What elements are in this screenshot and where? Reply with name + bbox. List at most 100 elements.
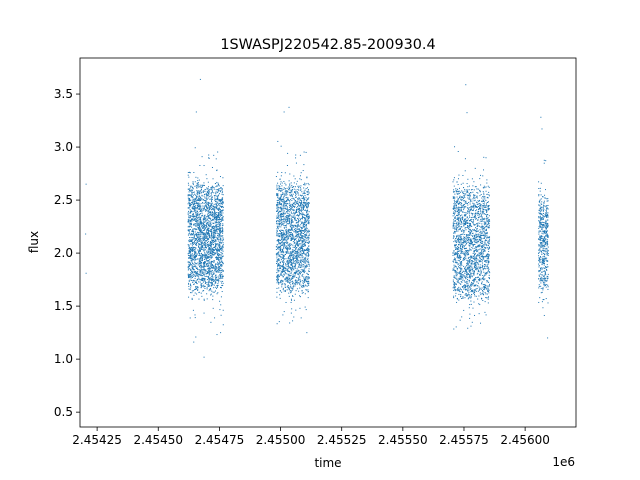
data-point — [217, 243, 219, 245]
data-point — [483, 230, 485, 232]
data-point — [481, 216, 483, 218]
data-point — [213, 192, 215, 194]
data-point — [292, 213, 294, 215]
data-point — [280, 188, 282, 190]
data-point — [202, 201, 204, 203]
data-point — [195, 220, 197, 222]
data-point — [221, 219, 223, 221]
data-point — [188, 263, 190, 265]
data-point — [201, 186, 203, 188]
data-point — [221, 273, 223, 275]
data-point — [222, 185, 224, 187]
data-point — [302, 214, 304, 216]
data-point — [209, 272, 211, 274]
data-point — [289, 189, 291, 191]
data-point — [214, 210, 216, 212]
data-point — [300, 264, 302, 266]
data-point — [301, 227, 303, 229]
data-point — [197, 273, 199, 275]
data-point — [280, 248, 281, 250]
data-point — [206, 178, 208, 180]
data-point — [298, 270, 300, 272]
data-point — [215, 277, 217, 279]
data-point — [215, 222, 217, 224]
data-point — [299, 266, 301, 268]
data-point — [478, 212, 480, 214]
data-point — [219, 213, 221, 215]
data-point — [307, 283, 309, 285]
data-point — [207, 210, 209, 212]
data-point — [212, 234, 214, 236]
data-point — [291, 238, 293, 240]
data-point — [283, 236, 285, 238]
data-point — [291, 227, 293, 229]
data-point — [293, 175, 295, 177]
data-point — [289, 183, 291, 185]
data-point — [217, 254, 219, 256]
data-point — [288, 191, 290, 193]
data-point — [289, 225, 291, 227]
data-point — [219, 230, 221, 232]
data-point — [288, 231, 290, 233]
data-point — [300, 202, 302, 204]
data-point — [197, 236, 199, 238]
data-point — [289, 233, 291, 235]
data-point — [207, 210, 209, 212]
data-point — [471, 242, 473, 244]
data-point — [281, 223, 283, 225]
data-point — [296, 214, 298, 216]
data-point — [475, 264, 477, 266]
data-point — [486, 293, 488, 295]
data-point — [465, 281, 467, 283]
data-point — [279, 243, 281, 245]
data-point — [301, 241, 303, 243]
data-point — [467, 191, 469, 193]
data-point — [280, 229, 282, 231]
data-point — [217, 226, 219, 228]
data-point — [292, 237, 294, 239]
data-point — [188, 285, 190, 287]
data-point — [457, 259, 459, 261]
data-point — [276, 282, 278, 284]
data-point — [276, 260, 278, 262]
data-point — [298, 248, 300, 250]
data-point — [195, 257, 197, 259]
data-point — [299, 178, 301, 180]
data-point — [298, 256, 300, 258]
data-point — [295, 284, 297, 286]
data-point — [296, 201, 298, 203]
data-point — [214, 240, 216, 242]
data-point — [455, 205, 457, 207]
data-point — [306, 177, 308, 179]
data-point — [215, 266, 217, 268]
data-point — [197, 224, 199, 226]
data-point — [216, 266, 218, 268]
data-point — [281, 207, 283, 209]
data-point — [199, 192, 201, 194]
data-point — [467, 295, 469, 297]
data-point — [306, 203, 308, 205]
data-point — [294, 249, 296, 251]
data-point — [188, 241, 190, 243]
data-point — [220, 256, 222, 258]
data-point — [303, 201, 305, 203]
data-point — [199, 238, 201, 240]
data-point — [305, 221, 307, 223]
data-point — [196, 293, 198, 295]
data-point — [201, 186, 203, 188]
data-point — [295, 230, 297, 232]
data-point — [485, 157, 487, 159]
data-point — [197, 212, 199, 214]
data-point — [289, 322, 291, 324]
data-point — [209, 271, 211, 273]
data-point — [210, 257, 212, 259]
data-point — [286, 276, 288, 278]
data-point — [198, 205, 200, 207]
data-point — [209, 202, 211, 204]
data-point — [297, 273, 299, 275]
data-point — [197, 207, 199, 209]
data-point — [192, 273, 194, 275]
data-point — [189, 188, 191, 190]
data-point — [188, 244, 190, 246]
data-point — [281, 274, 283, 276]
